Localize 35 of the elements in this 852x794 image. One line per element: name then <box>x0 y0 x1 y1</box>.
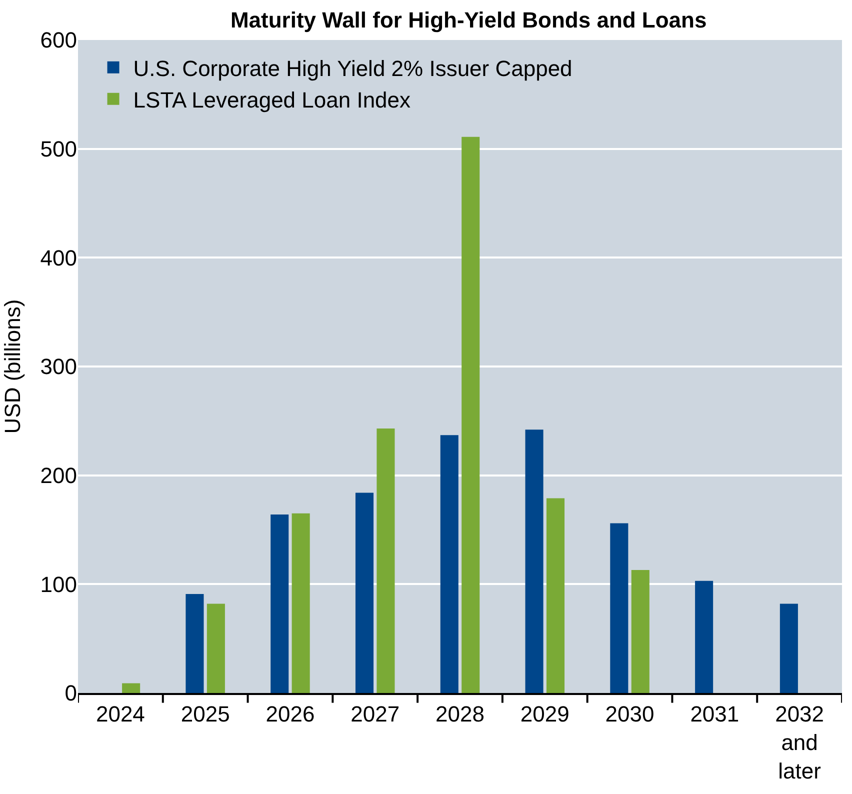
bar <box>610 523 628 693</box>
x-tick-label: 2026 <box>266 701 315 726</box>
x-tick-label: 2029 <box>520 701 570 726</box>
y-tick-label: 0 <box>64 680 77 706</box>
x-tick-label: 2024 <box>96 701 145 726</box>
bar <box>270 514 289 693</box>
legend-label: LSTA Leveraged Loan Index <box>133 88 411 113</box>
bar <box>292 513 310 693</box>
y-tick-label: 400 <box>40 245 77 270</box>
bar <box>695 580 714 693</box>
bar <box>122 683 140 693</box>
y-axis-title: USD (billions) <box>0 299 25 434</box>
bar <box>525 430 544 693</box>
x-tick-label: 2028 <box>436 701 484 726</box>
x-tick-label: 2030 <box>605 701 654 726</box>
chart-title: Maturity Wall for High-Yield Bonds and Loans <box>230 7 707 32</box>
bar <box>376 428 395 693</box>
bar <box>546 498 565 693</box>
x-tick-label: 2032 and later <box>775 701 824 784</box>
bar <box>355 492 374 693</box>
bar <box>462 136 480 693</box>
bar <box>631 570 650 693</box>
y-tick-label: 200 <box>40 463 77 488</box>
x-tick-label: 2025 <box>180 701 230 726</box>
legend-label: U.S. Corporate High Yield 2% Issuer Capped <box>133 56 572 81</box>
bar <box>206 604 225 693</box>
y-tick-label: 100 <box>40 572 77 597</box>
bar <box>440 435 458 693</box>
y-tick-label: 600 <box>40 28 77 53</box>
y-tick-label: 300 <box>40 354 77 380</box>
x-tick-label: 2027 <box>350 701 400 726</box>
y-tick-label: 500 <box>40 136 77 162</box>
bar <box>780 604 798 693</box>
bar <box>186 594 204 693</box>
x-tick-label: 2031 <box>690 701 740 726</box>
